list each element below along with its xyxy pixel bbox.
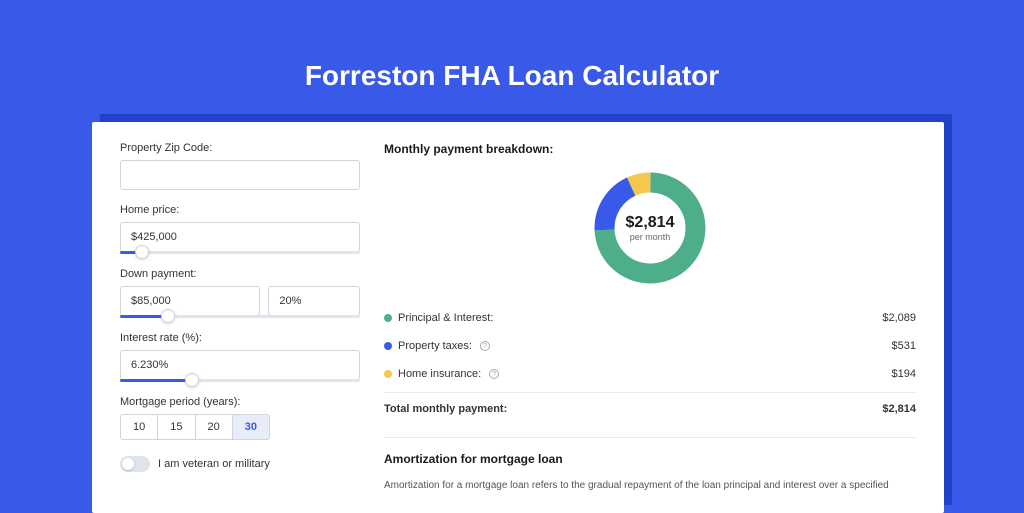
zip-field-group: Property Zip Code: xyxy=(120,142,360,190)
rate-slider[interactable] xyxy=(120,379,360,382)
rate-input[interactable] xyxy=(120,350,360,380)
donut-chart-wrap: $2,814 per month xyxy=(384,168,916,288)
donut-sub: per month xyxy=(626,232,675,242)
period-label: Mortgage period (years): xyxy=(120,396,360,408)
amortization-section: Amortization for mortgage loan Amortizat… xyxy=(384,437,916,493)
veteran-label: I am veteran or military xyxy=(158,458,270,470)
slider-thumb[interactable] xyxy=(185,373,199,387)
form-column: Property Zip Code: Home price: Down paym… xyxy=(120,142,360,493)
info-icon[interactable]: ? xyxy=(489,369,499,379)
down-slider[interactable] xyxy=(120,315,360,318)
breakdown-label: Property taxes: xyxy=(398,340,472,352)
zip-input[interactable] xyxy=(120,160,360,190)
veteran-toggle[interactable] xyxy=(120,456,150,472)
period-field-group: Mortgage period (years): 10152030 xyxy=(120,396,360,440)
breakdown-amount: $531 xyxy=(892,340,916,352)
period-tab-10[interactable]: 10 xyxy=(120,414,158,440)
breakdown-label: Home insurance: xyxy=(398,368,481,380)
breakdown-column: Monthly payment breakdown: $2,814 per mo… xyxy=(384,142,916,493)
slider-thumb[interactable] xyxy=(161,309,175,323)
price-field-group: Home price: xyxy=(120,204,360,254)
price-label: Home price: xyxy=(120,204,360,216)
breakdown-amount: $2,089 xyxy=(882,312,916,324)
breakdown-row: Principal & Interest: $2,089 xyxy=(384,304,916,332)
legend-dot xyxy=(384,314,392,322)
period-tab-30[interactable]: 30 xyxy=(233,414,270,440)
amortization-text: Amortization for a mortgage loan refers … xyxy=(384,478,916,493)
breakdown-label: Principal & Interest: xyxy=(398,312,493,324)
rate-field-group: Interest rate (%): xyxy=(120,332,360,382)
period-tab-20[interactable]: 20 xyxy=(196,414,233,440)
price-slider[interactable] xyxy=(120,251,360,254)
total-label: Total monthly payment: xyxy=(384,403,507,415)
total-row: Total monthly payment: $2,814 xyxy=(384,392,916,423)
period-tabs: 10152030 xyxy=(120,414,360,440)
donut-amount: $2,814 xyxy=(626,214,675,232)
down-pct-input[interactable] xyxy=(268,286,360,316)
period-tab-15[interactable]: 15 xyxy=(158,414,195,440)
total-amount: $2,814 xyxy=(882,403,916,415)
down-amount-input[interactable] xyxy=(120,286,260,316)
breakdown-title: Monthly payment breakdown: xyxy=(384,142,916,156)
rate-label: Interest rate (%): xyxy=(120,332,360,344)
breakdown-row: Property taxes:? $531 xyxy=(384,332,916,360)
donut-chart: $2,814 per month xyxy=(590,168,710,288)
zip-label: Property Zip Code: xyxy=(120,142,360,154)
veteran-row: I am veteran or military xyxy=(120,456,360,472)
legend-dot xyxy=(384,342,392,350)
down-label: Down payment: xyxy=(120,268,360,280)
page-title: Forreston FHA Loan Calculator xyxy=(0,60,1024,92)
breakdown-amount: $194 xyxy=(892,368,916,380)
breakdown-row: Home insurance:? $194 xyxy=(384,360,916,388)
calculator-card: Property Zip Code: Home price: Down paym… xyxy=(92,122,944,513)
price-input[interactable] xyxy=(120,222,360,252)
legend-dot xyxy=(384,370,392,378)
info-icon[interactable]: ? xyxy=(480,341,490,351)
slider-thumb[interactable] xyxy=(135,245,149,259)
amortization-title: Amortization for mortgage loan xyxy=(384,452,916,466)
down-field-group: Down payment: xyxy=(120,268,360,318)
